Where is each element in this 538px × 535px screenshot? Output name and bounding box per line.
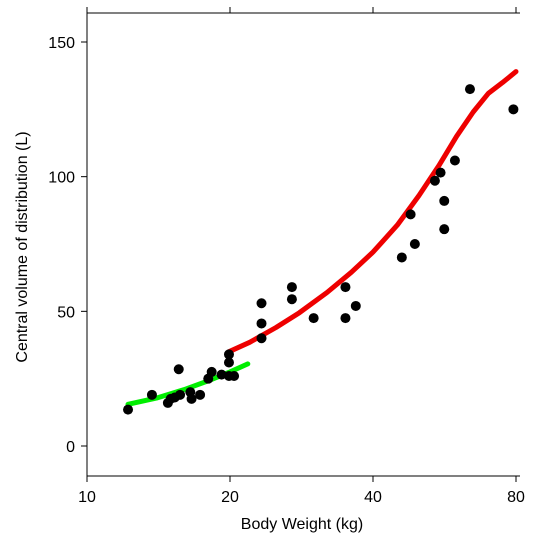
y-tick-label: 0: [66, 439, 75, 456]
high-weight-fit-line: [226, 69, 519, 355]
y-axis: 0 50 100 150: [48, 35, 87, 456]
data-point: [286, 282, 297, 293]
data-point: [146, 389, 157, 400]
data-point: [396, 252, 407, 263]
data-point: [308, 313, 319, 324]
data-point: [286, 294, 297, 305]
data-point: [439, 195, 450, 206]
data-point: [206, 366, 217, 377]
x-tick-label: 20: [221, 489, 239, 506]
x-tick-label: 10: [78, 489, 96, 506]
data-point: [439, 224, 450, 235]
data-point: [464, 84, 475, 95]
data-point: [223, 349, 234, 360]
data-point: [216, 369, 227, 380]
y-tick-label: 150: [48, 35, 75, 52]
data-point: [350, 300, 361, 311]
data-point: [186, 393, 197, 404]
data-point: [435, 167, 446, 178]
data-point: [449, 155, 460, 166]
data-point: [229, 370, 240, 381]
data-point: [256, 333, 267, 344]
x-tick-label: 80: [507, 489, 525, 506]
data-point: [123, 404, 134, 415]
x-tick-label: 40: [364, 489, 382, 506]
data-point: [508, 104, 519, 115]
x-axis-title: Body Weight (kg): [241, 516, 363, 533]
data-point: [256, 298, 267, 309]
x-axis: 10 20 40 80: [78, 7, 525, 506]
data-point: [195, 389, 206, 400]
y-axis-title: Central volume of distribution (L): [14, 131, 31, 362]
data-point: [409, 239, 420, 249]
data-point: [429, 175, 440, 186]
y-tick-label: 50: [57, 304, 75, 321]
plot-frame: [86, 12, 520, 477]
data-point: [173, 364, 184, 375]
data-point: [340, 282, 351, 293]
data-point: [340, 313, 351, 324]
data-points: [123, 84, 519, 415]
data-point: [223, 357, 234, 368]
data-point: [405, 209, 416, 220]
fit-curves: [125, 69, 519, 407]
data-point: [175, 389, 186, 400]
y-tick-label: 100: [48, 170, 75, 187]
data-point: [256, 318, 267, 329]
